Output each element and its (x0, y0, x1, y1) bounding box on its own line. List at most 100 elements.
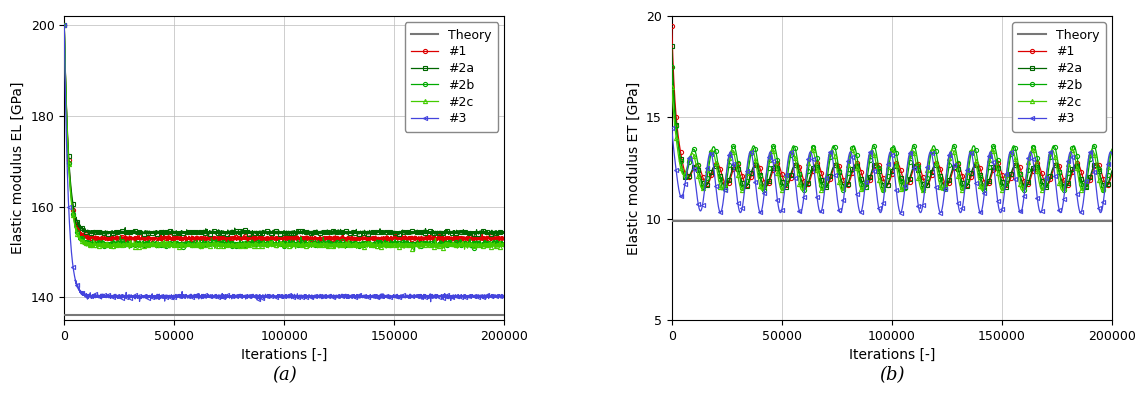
Legend: Theory, #1, #2a, #2b, #2c, #3: Theory, #1, #2a, #2b, #2c, #3 (405, 22, 498, 132)
#2c (1050, 160, 1063, 165)
Line: #1: #1 (670, 24, 1114, 187)
#1 (852, 165, 866, 170)
#2a (1097, 183, 1110, 188)
#2a (665, 44, 679, 49)
#2c (665, 85, 679, 90)
#3 (852, 209, 866, 214)
#2a (442, 230, 455, 235)
#2a (234, 234, 248, 239)
#3 (57, 23, 71, 28)
#2b (489, 241, 502, 246)
Text: (b): (b) (879, 366, 905, 384)
Legend: Theory, #1, #2a, #2b, #2c, #3: Theory, #1, #2a, #2b, #2c, #3 (1012, 22, 1106, 132)
#1 (715, 172, 728, 177)
#1 (411, 242, 424, 246)
Theory (57, 313, 71, 318)
#2a (834, 175, 848, 180)
#1 (245, 236, 259, 240)
#1 (980, 183, 993, 188)
#3 (665, 125, 679, 130)
#2b (1105, 147, 1118, 152)
#2c (1097, 186, 1110, 191)
#1 (834, 167, 848, 172)
X-axis label: Iterations [-]: Iterations [-] (241, 348, 328, 362)
#1 (442, 236, 455, 241)
#1 (665, 24, 679, 29)
#2c (489, 243, 502, 248)
#3 (489, 294, 502, 299)
#3 (934, 210, 947, 215)
Y-axis label: Elastic modulus EL [GPa]: Elastic modulus EL [GPa] (11, 82, 25, 254)
#3 (108, 292, 122, 297)
#1 (498, 238, 512, 242)
#2c (442, 242, 455, 246)
#2c (245, 243, 259, 248)
X-axis label: Iterations [-]: Iterations [-] (849, 348, 935, 362)
Line: #2c: #2c (670, 85, 1114, 192)
#3 (442, 295, 455, 300)
Y-axis label: Elastic modulus ET [GPa]: Elastic modulus ET [GPa] (626, 82, 640, 255)
Line: #2c: #2c (62, 23, 507, 251)
#2a (741, 181, 755, 186)
#2b (245, 240, 259, 245)
#2c (226, 242, 240, 247)
#2c (134, 242, 148, 247)
#2a (489, 228, 502, 233)
#3 (1097, 199, 1110, 204)
#2a (245, 230, 259, 234)
#2b (57, 23, 71, 28)
Line: #2b: #2b (62, 23, 507, 253)
#3 (741, 157, 755, 162)
#3 (1105, 152, 1118, 157)
#1 (134, 237, 148, 242)
#2b (498, 242, 512, 247)
#3 (423, 299, 437, 304)
#3 (226, 294, 240, 299)
#2a (57, 23, 71, 28)
#2c (715, 188, 728, 192)
#2c (108, 245, 122, 250)
#2c (498, 243, 512, 248)
#2c (741, 161, 755, 166)
#2a (1099, 185, 1113, 190)
Line: #3: #3 (62, 23, 507, 304)
#2b (852, 172, 866, 177)
#2c (458, 247, 471, 252)
#2c (834, 186, 848, 190)
#2b (665, 64, 679, 69)
#2a (1050, 163, 1063, 168)
Theory (665, 218, 679, 223)
Text: (a): (a) (272, 366, 297, 384)
#2a (715, 180, 728, 184)
#2b (741, 169, 755, 174)
Line: #2a: #2a (62, 23, 507, 239)
#2c (852, 182, 866, 187)
Line: #2b: #2b (670, 65, 1114, 192)
#2b (1097, 188, 1110, 193)
#2a (226, 229, 240, 234)
#2b (407, 248, 421, 253)
Theory (665, 218, 679, 223)
#1 (1105, 172, 1118, 176)
#1 (1097, 177, 1110, 182)
#1 (226, 236, 240, 241)
#3 (245, 296, 259, 300)
#1 (1050, 161, 1063, 166)
#1 (489, 235, 502, 240)
#2c (57, 23, 71, 28)
#2b (834, 178, 848, 183)
#2b (134, 242, 148, 247)
#3 (134, 296, 148, 300)
#3 (715, 206, 728, 211)
#2b (957, 188, 970, 193)
#2a (498, 230, 512, 235)
#2b (715, 185, 728, 190)
#2c (1105, 148, 1118, 152)
#2a (1105, 168, 1118, 173)
#3 (1050, 184, 1063, 189)
Line: #3: #3 (670, 126, 1114, 215)
#2a (852, 172, 866, 176)
#1 (741, 182, 755, 187)
#1 (108, 235, 122, 240)
Theory (57, 313, 71, 318)
